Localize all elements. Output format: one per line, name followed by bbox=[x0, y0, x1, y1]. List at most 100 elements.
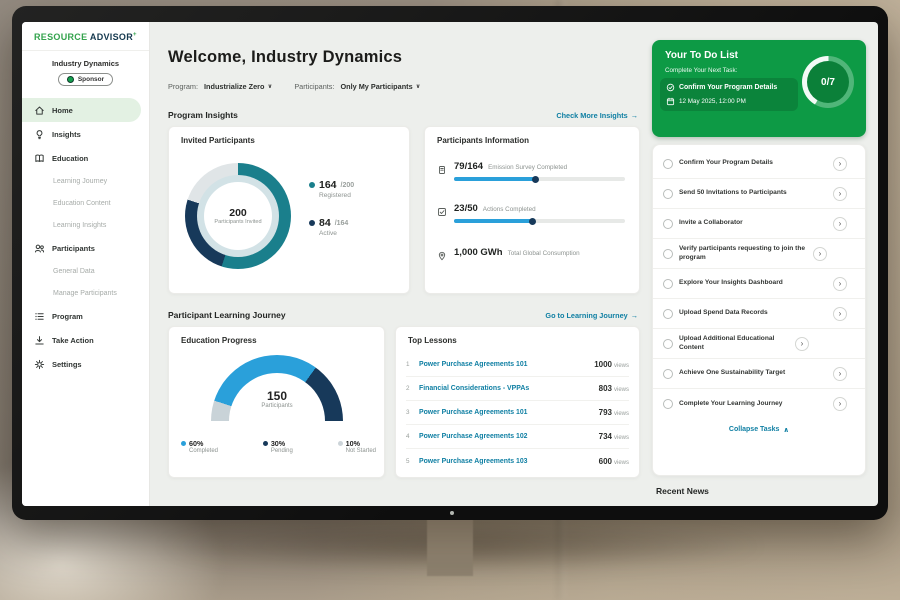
next-task-chip[interactable]: Confirm Your Program Details 12 May 2025… bbox=[660, 78, 798, 111]
chevron-down-icon: ∨ bbox=[267, 84, 273, 90]
progress-track bbox=[454, 175, 625, 183]
arrow-right-icon: → bbox=[630, 110, 638, 120]
task-row[interactable]: Invite a Collaborator › bbox=[653, 209, 865, 239]
task-label: Invite a Collaborator bbox=[679, 219, 743, 227]
sidebar-item-insights[interactable]: Insights bbox=[22, 122, 149, 146]
lesson-link[interactable]: Power Purchase Agreements 102 bbox=[419, 433, 528, 440]
task-row[interactable]: Upload Spend Data Records › bbox=[653, 299, 865, 329]
sidebar-item-take-action[interactable]: Take Action bbox=[22, 328, 149, 352]
active-label: Active bbox=[319, 230, 337, 237]
chevron-right-icon[interactable]: › bbox=[833, 397, 847, 411]
link-label: Check More Insights bbox=[556, 110, 628, 120]
active-value: 84 bbox=[319, 217, 331, 229]
checkbox-icon[interactable] bbox=[663, 338, 673, 349]
task-label: Verify participants requesting to join t… bbox=[679, 244, 806, 261]
learning-journey-header: Participant Learning Journey Go to Learn… bbox=[168, 310, 638, 320]
lesson-views: 600 views bbox=[599, 457, 629, 466]
sidebar-nav: Home Insights Education Learning Journey bbox=[22, 98, 149, 376]
stat-actions: 23/50 Actions Completed bbox=[437, 203, 625, 225]
legend-completed: 60% Completed bbox=[181, 439, 218, 454]
sidebar-item-label: Participants bbox=[52, 243, 95, 253]
checkbox-icon[interactable] bbox=[663, 308, 673, 319]
participants-dropdown[interactable]: Only My Participants ∨ bbox=[340, 82, 420, 91]
views-suffix: views bbox=[613, 411, 629, 417]
go-to-learning-journey-link[interactable]: Go to Learning Journey → bbox=[545, 311, 638, 320]
completed-label: Completed bbox=[189, 448, 219, 454]
task-label: Send 50 Invitations to Participants bbox=[679, 189, 787, 197]
participants-label: Participants: bbox=[294, 82, 335, 91]
lesson-link[interactable]: Power Purchase Agreements 101 bbox=[419, 409, 528, 416]
checkbox-icon[interactable] bbox=[663, 188, 673, 199]
views-count: 734 bbox=[598, 432, 612, 441]
registered-value: 164 bbox=[319, 179, 337, 191]
stat-value: 23/50 bbox=[454, 203, 478, 214]
task-list-card: Confirm Your Program Details › Send 50 I… bbox=[652, 144, 866, 476]
task-row[interactable]: Upload Additional Educational Content › bbox=[653, 329, 865, 359]
chevron-right-icon[interactable]: › bbox=[795, 336, 809, 351]
task-row[interactable]: Complete Your Learning Journey › bbox=[653, 389, 865, 419]
lesson-row: 2 Financial Considerations - VPPAs 803 vi… bbox=[406, 377, 629, 401]
todo-subtitle: Complete Your Next Task: bbox=[665, 67, 738, 74]
not-started-dot bbox=[337, 441, 343, 446]
chevron-right-icon[interactable]: › bbox=[833, 306, 847, 321]
lesson-link[interactable]: Power Purchase Agreements 101 bbox=[419, 361, 528, 368]
sidebar-item-settings[interactable]: Settings bbox=[22, 352, 149, 376]
task-row[interactable]: Explore Your Insights Dashboard › bbox=[653, 269, 865, 299]
check-more-insights-link[interactable]: Check More Insights → bbox=[556, 111, 638, 120]
sidebar-item-participants[interactable]: Participants bbox=[22, 236, 149, 260]
card-title: Invited Participants bbox=[181, 136, 255, 145]
next-task-due: 12 May 2025, 12:00 PM bbox=[679, 98, 746, 105]
stat-label: Emission Survey Completed bbox=[488, 164, 568, 171]
participants-information-card: Participants Information 79/164 Emission… bbox=[424, 126, 640, 294]
task-label: Achieve One Sustainability Target bbox=[679, 369, 786, 377]
chevron-right-icon[interactable]: › bbox=[833, 186, 847, 201]
sidebar-item-education[interactable]: Education bbox=[22, 146, 149, 170]
sidebar-item-education-content[interactable]: Education Content bbox=[22, 192, 149, 214]
collapse-label: Collapse Tasks bbox=[728, 426, 780, 433]
chevron-right-icon[interactable]: › bbox=[833, 216, 847, 231]
gauge-value: 150 bbox=[266, 389, 288, 403]
card-title: Education Progress bbox=[181, 336, 257, 345]
lesson-views: 793 views bbox=[599, 408, 629, 417]
checkbox-icon[interactable] bbox=[663, 248, 673, 259]
chevron-right-icon[interactable]: › bbox=[833, 156, 847, 171]
checkbox-icon[interactable] bbox=[663, 218, 673, 229]
sidebar-item-learning-journey[interactable]: Learning Journey bbox=[22, 170, 149, 192]
chevron-right-icon[interactable]: › bbox=[833, 366, 847, 381]
page-title: Welcome, Industry Dynamics bbox=[168, 48, 403, 66]
program-dropdown[interactable]: Industrialize Zero ∨ bbox=[204, 82, 272, 91]
recent-news-title: Recent News bbox=[656, 486, 709, 496]
sidebar-item-label: Insights bbox=[52, 129, 81, 139]
legend-registered: 164 /200 Registered bbox=[309, 179, 354, 199]
sidebar-item-label: Learning Journey bbox=[53, 177, 108, 185]
chevron-right-icon[interactable]: › bbox=[813, 246, 827, 261]
sidebar-item-learning-insights[interactable]: Learning Insights bbox=[22, 214, 149, 236]
task-row[interactable]: Confirm Your Program Details › bbox=[653, 149, 865, 179]
org-name: Industry Dynamics bbox=[51, 59, 120, 68]
checkbox-icon[interactable] bbox=[663, 368, 673, 379]
sidebar-item-home[interactable]: Home bbox=[22, 98, 141, 122]
views-count: 600 bbox=[598, 456, 612, 466]
sidebar: RESOURCE ADVISOR+ Industry Dynamics Spon… bbox=[22, 22, 150, 506]
sidebar-item-manage-participants[interactable]: Manage Participants bbox=[22, 282, 149, 304]
check-square-icon bbox=[437, 204, 447, 216]
collapse-tasks-link[interactable]: Collapse Tasks ∧ bbox=[653, 426, 865, 434]
program-dropdown-value: Industrialize Zero bbox=[204, 82, 265, 91]
filters-bar: Program: Industrialize Zero ∨ Participan… bbox=[168, 82, 421, 91]
checkbox-icon[interactable] bbox=[663, 399, 673, 409]
main-content: Welcome, Industry Dynamics Program: Indu… bbox=[150, 22, 650, 506]
task-row[interactable]: Verify participants requesting to join t… bbox=[653, 239, 865, 269]
card-title: Top Lessons bbox=[408, 336, 457, 345]
task-row[interactable]: Achieve One Sustainability Target › bbox=[653, 359, 865, 389]
completed-dot bbox=[181, 441, 186, 446]
lesson-link[interactable]: Financial Considerations - VPPAs bbox=[419, 385, 530, 392]
sidebar-item-program[interactable]: Program bbox=[22, 304, 149, 328]
lesson-link[interactable]: Power Purchase Agreements 103 bbox=[419, 457, 528, 465]
checkbox-icon[interactable] bbox=[663, 278, 673, 289]
task-row[interactable]: Send 50 Invitations to Participants › bbox=[653, 179, 865, 209]
list-icon bbox=[34, 311, 45, 322]
checkbox-icon[interactable] bbox=[663, 158, 673, 169]
chevron-right-icon[interactable]: › bbox=[833, 276, 847, 291]
sidebar-item-general-data[interactable]: General Data bbox=[22, 260, 149, 282]
